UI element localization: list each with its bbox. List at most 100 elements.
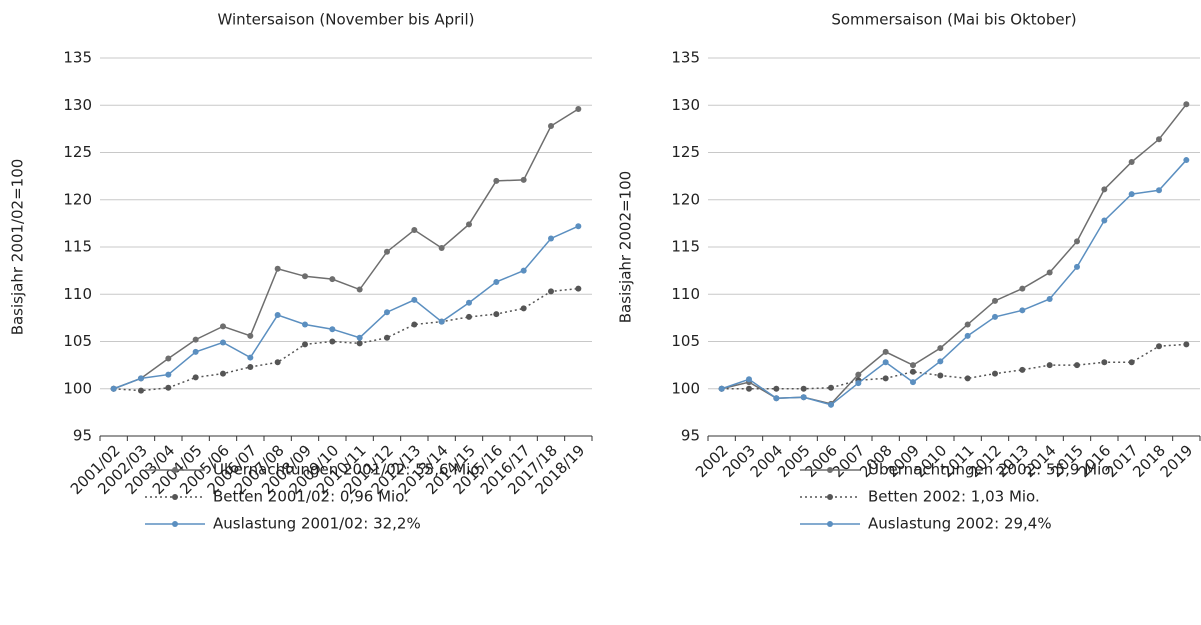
data-point [411, 296, 418, 303]
data-point [1019, 366, 1026, 373]
data-point [964, 332, 971, 339]
data-point [411, 321, 418, 328]
legend-marker [827, 494, 833, 500]
data-point [855, 371, 862, 378]
y-tick-label: 135 [63, 49, 92, 67]
series-line [113, 108, 579, 390]
legend-label: Betten 2002: 1,03 Mio. [868, 488, 1040, 506]
data-point [1183, 157, 1190, 164]
data-point [329, 338, 336, 345]
data-point [302, 341, 308, 348]
data-point [1074, 362, 1080, 369]
legend-label: Auslastung 2002: 29,4% [868, 515, 1052, 533]
data-point [1074, 263, 1080, 270]
series-line [113, 287, 579, 392]
data-point [855, 380, 862, 387]
data-point [192, 336, 199, 343]
y-tick-label: 100 [63, 379, 92, 397]
data-point [438, 244, 445, 251]
data-point [575, 223, 582, 230]
data-point [1019, 285, 1026, 292]
data-point [746, 385, 752, 392]
data-point [800, 394, 807, 401]
y-tick-label: 110 [671, 285, 700, 303]
data-point [1046, 295, 1053, 302]
x-tick-label: 2019 [1157, 441, 1197, 481]
data-point [384, 248, 390, 255]
data-point [1101, 217, 1108, 224]
data-point [718, 385, 725, 392]
data-point [1128, 359, 1135, 366]
data-point [520, 305, 527, 312]
data-point [937, 345, 944, 352]
data-point [882, 359, 889, 366]
data-point [964, 375, 971, 382]
legend-marker [172, 494, 178, 500]
data-point [466, 299, 472, 306]
y-tick-label: 105 [671, 332, 700, 350]
series-line [113, 225, 579, 390]
data-point [773, 385, 780, 392]
y-tick-label: 95 [73, 427, 92, 445]
legend-marker [172, 521, 178, 527]
data-point [1019, 307, 1026, 314]
data-point [937, 358, 944, 365]
data-point [1128, 158, 1135, 165]
data-point [1156, 136, 1162, 143]
data-point [192, 348, 199, 355]
legend-label: Übernachtungen 2002: 55,9 Mio. [868, 460, 1115, 479]
data-point [274, 265, 281, 272]
y-tick-label: 125 [671, 143, 700, 161]
data-point [992, 313, 998, 320]
data-point [910, 368, 916, 375]
y-tick-label: 130 [63, 96, 92, 114]
y-tick-label: 95 [681, 427, 700, 445]
data-point [1183, 101, 1190, 108]
data-point [800, 385, 807, 392]
data-point [110, 385, 117, 392]
data-point [1128, 191, 1135, 198]
legend-label: Übernachtungen 2001/02: 55,6 Mio. [213, 460, 484, 479]
data-point [165, 371, 172, 378]
data-point [138, 375, 144, 382]
data-point [329, 276, 336, 283]
data-point [1156, 187, 1162, 194]
data-point [828, 384, 834, 391]
data-point [882, 348, 889, 355]
data-point [910, 362, 916, 369]
data-point [910, 379, 916, 386]
data-point [992, 370, 998, 377]
data-point [520, 267, 527, 274]
data-point [1046, 362, 1053, 369]
data-point [220, 323, 226, 330]
data-point [548, 235, 554, 242]
data-point [356, 334, 363, 341]
data-point [356, 286, 363, 293]
chart-title: Sommersaison (Mai bis Oktober) [831, 11, 1076, 29]
series-line [721, 103, 1187, 405]
data-point [548, 123, 554, 130]
y-tick-label: 130 [671, 96, 700, 114]
data-point [773, 395, 780, 402]
chart-title: Wintersaison (November bis April) [218, 11, 475, 29]
data-point [220, 339, 226, 346]
data-point [138, 387, 144, 394]
y-tick-label: 135 [671, 49, 700, 67]
data-point [1101, 186, 1108, 193]
data-point [746, 376, 752, 383]
y-tick-label: 105 [63, 332, 92, 350]
data-point [411, 226, 418, 233]
data-point [466, 313, 472, 320]
y-tick-label: 125 [63, 143, 92, 161]
data-point [575, 285, 582, 292]
data-point [329, 326, 336, 333]
legend-label: Betten 2001/02: 0,96 Mio. [213, 488, 409, 506]
y-tick-label: 120 [63, 190, 92, 208]
data-point [466, 221, 472, 228]
data-point [384, 334, 390, 341]
data-point [493, 311, 500, 318]
data-point [882, 375, 889, 382]
data-point [247, 354, 254, 361]
data-point [247, 332, 254, 339]
